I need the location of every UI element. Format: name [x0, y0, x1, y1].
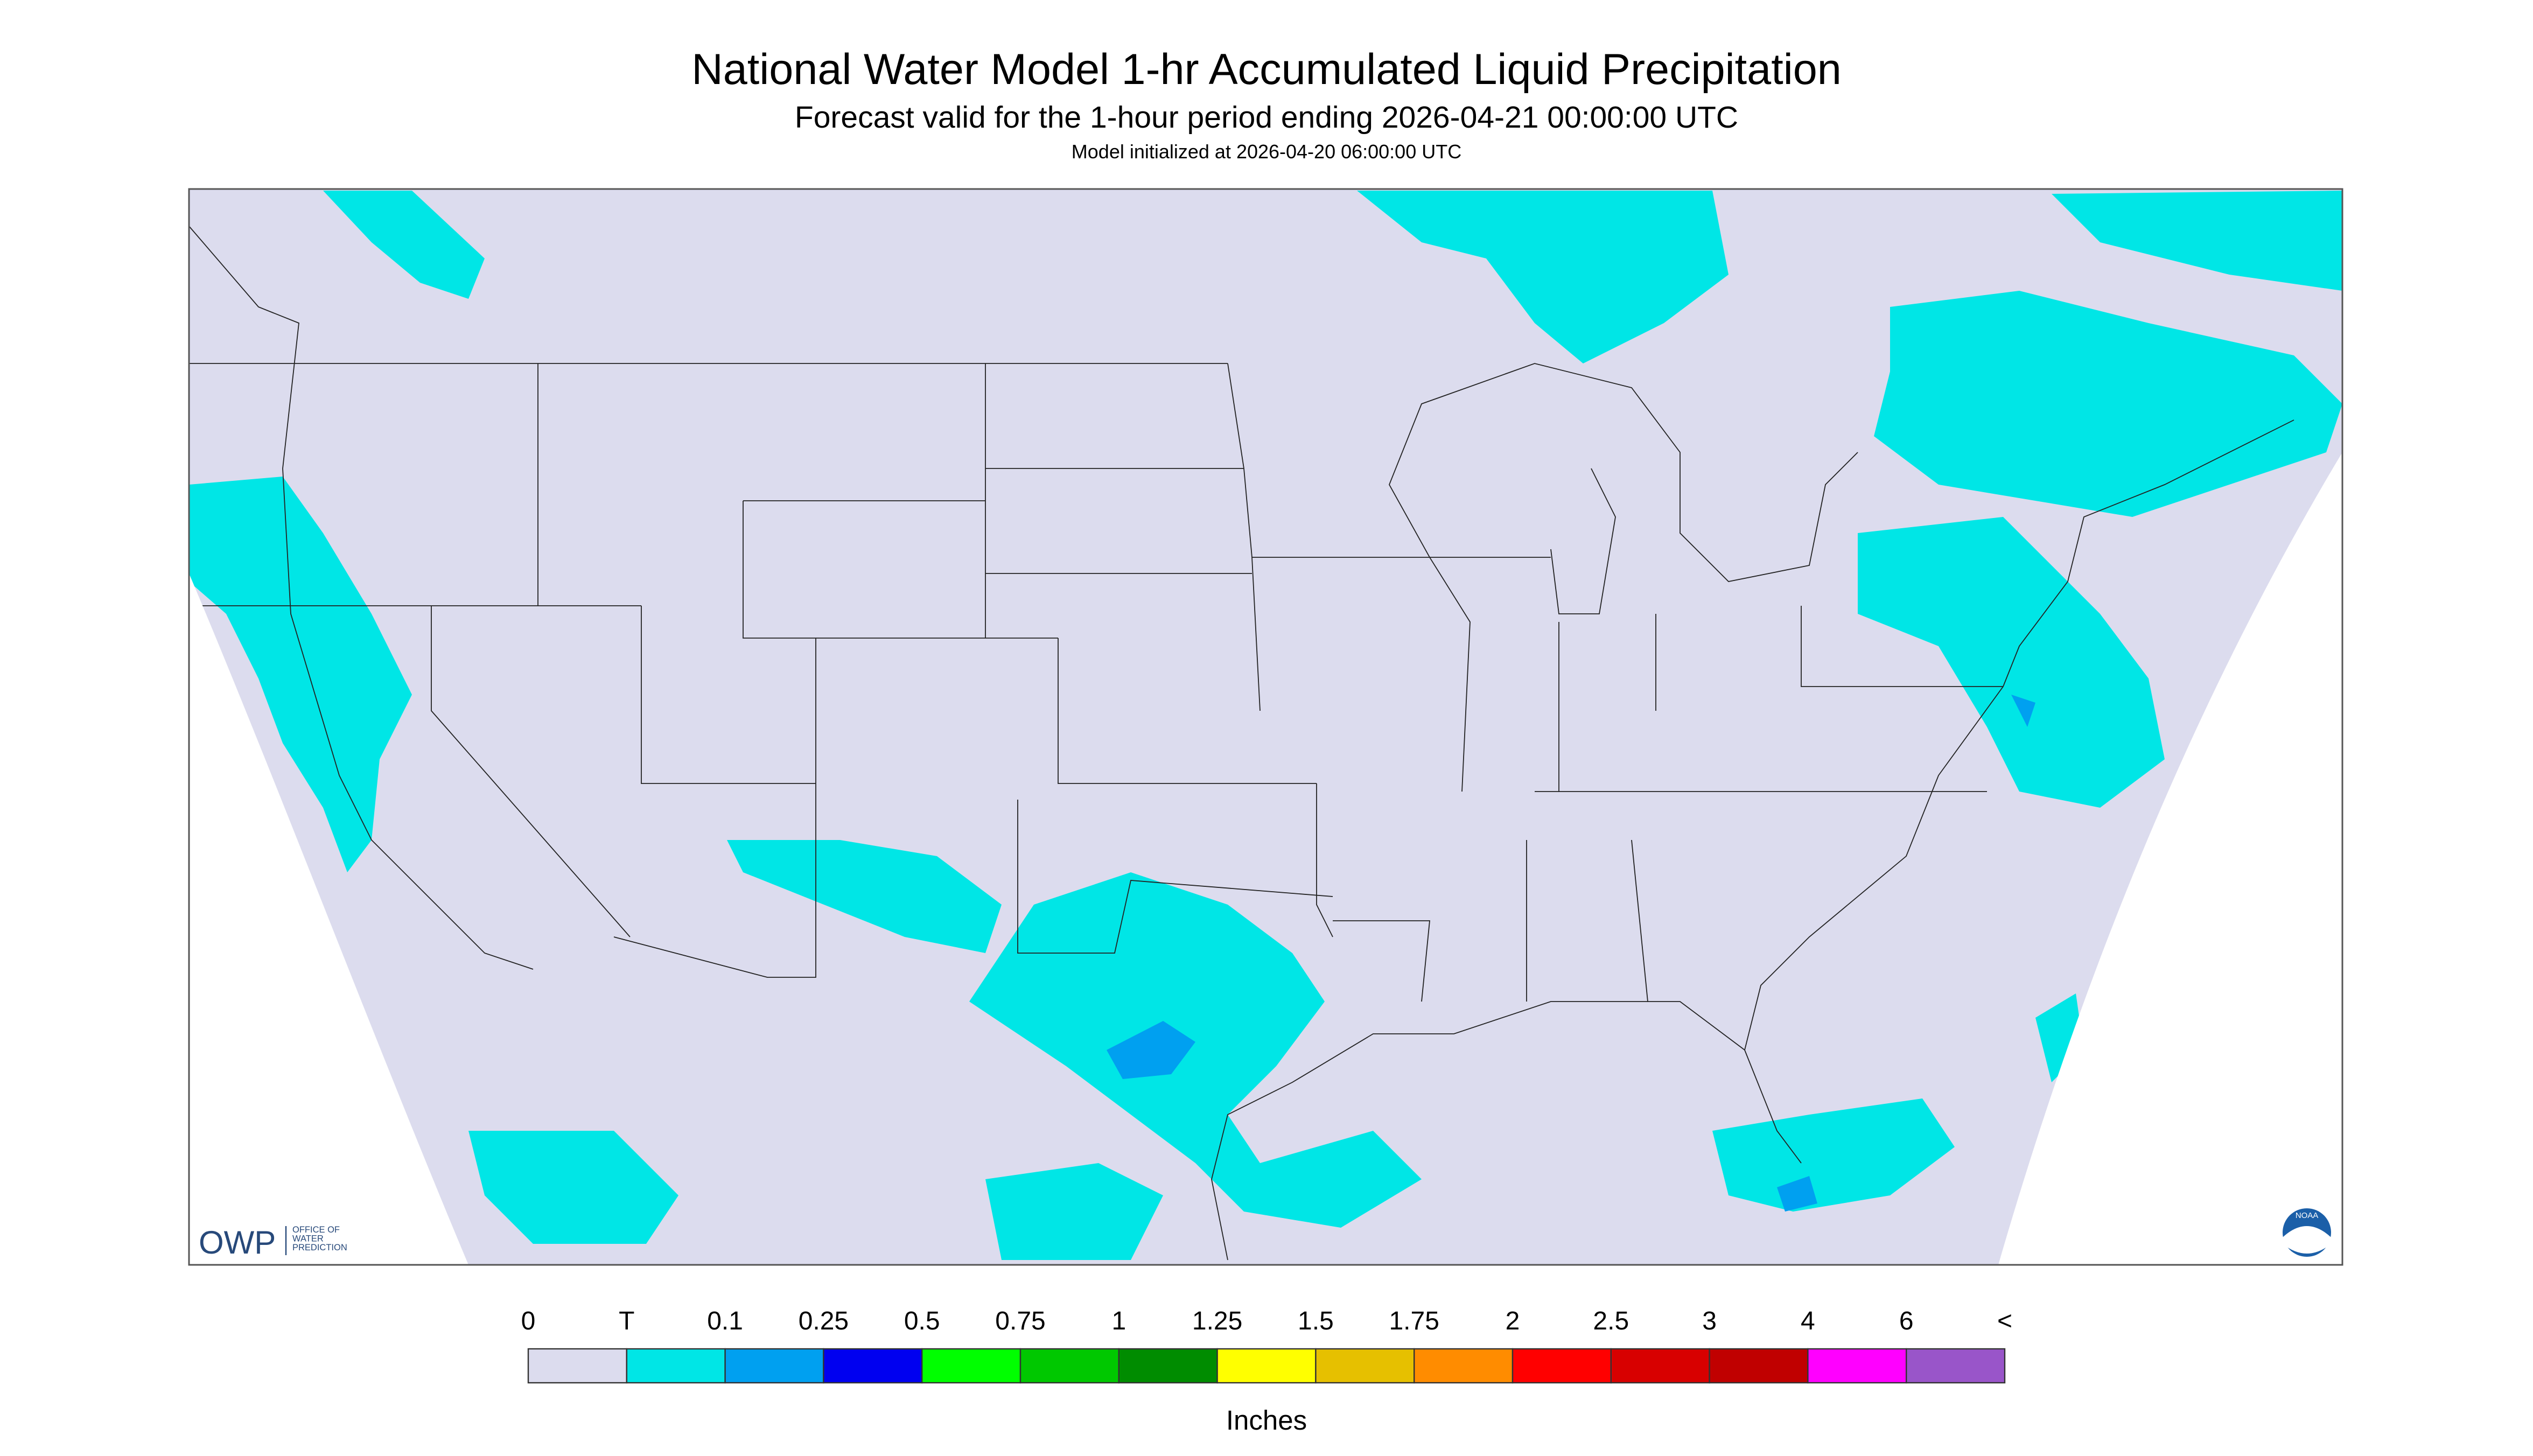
legend-swatch	[1118, 1348, 1218, 1384]
legend-label: 0.25	[799, 1307, 849, 1335]
projection-margin-right	[1998, 452, 2342, 1265]
legend-label: 1.75	[1389, 1307, 1439, 1335]
legend-label: 4	[1801, 1307, 1815, 1335]
legend-swatch	[1315, 1348, 1415, 1384]
legend-units: Inches	[1226, 1405, 1307, 1436]
legend-swatch	[527, 1348, 628, 1384]
legend-swatch	[823, 1348, 923, 1384]
legend-label: 1	[1111, 1307, 1126, 1335]
legend-swatch	[724, 1348, 824, 1384]
legend-label: 0.75	[995, 1307, 1045, 1335]
legend-swatch	[1216, 1348, 1317, 1384]
projection-margin-left	[189, 573, 468, 1265]
owp-logo-line: OFFICE OF	[292, 1225, 340, 1235]
legend-label: 1.5	[1298, 1307, 1334, 1335]
legend-label: 3	[1702, 1307, 1717, 1335]
legend-swatch	[1610, 1348, 1710, 1384]
legend-label: 0	[521, 1307, 536, 1335]
boundaries	[188, 226, 2294, 1261]
subtitle: Forecast valid for the 1-hour period end…	[795, 100, 1738, 135]
owp-logo-line: PREDICTION	[292, 1243, 347, 1252]
noaa-logo-text: NOAA	[2296, 1211, 2319, 1220]
legend-swatch	[921, 1348, 1021, 1384]
legend: 0 T 0.1 0.25 0.5 0.75 1 1.25 1.5 1.75 2 2.5 3 4 6 <	[521, 1307, 2012, 1384]
legend-label: 0.5	[904, 1307, 940, 1335]
legend-swatch	[1414, 1348, 1514, 1384]
legend-swatch	[626, 1348, 726, 1384]
init-time: Model initialized at 2026-04-20 06:00:00…	[1072, 141, 1461, 163]
legend-label: <	[1997, 1307, 2012, 1335]
legend-swatch	[1807, 1348, 1907, 1384]
noaa-logo-wave	[2283, 1226, 2331, 1254]
legend-label: 1.25	[1192, 1307, 1242, 1335]
legend-swatch	[1905, 1348, 2006, 1384]
legend-swatch	[1019, 1348, 1120, 1384]
legend-label: 0.1	[707, 1307, 743, 1335]
owp-logo-line: WATER	[292, 1234, 324, 1244]
title: National Water Model 1-hr Accumulated Li…	[691, 45, 1842, 94]
legend-swatch	[1512, 1348, 1612, 1384]
map-frame	[188, 188, 2343, 1266]
legend-label: 6	[1899, 1307, 1914, 1335]
legend-swatch	[1709, 1348, 1809, 1384]
legend-label: 2.5	[1593, 1307, 1629, 1335]
legend-label: 2	[1506, 1307, 1520, 1335]
owp-logo: OWP	[199, 1224, 276, 1261]
precip-areas	[189, 191, 2342, 1261]
legend-label: T	[619, 1307, 634, 1335]
